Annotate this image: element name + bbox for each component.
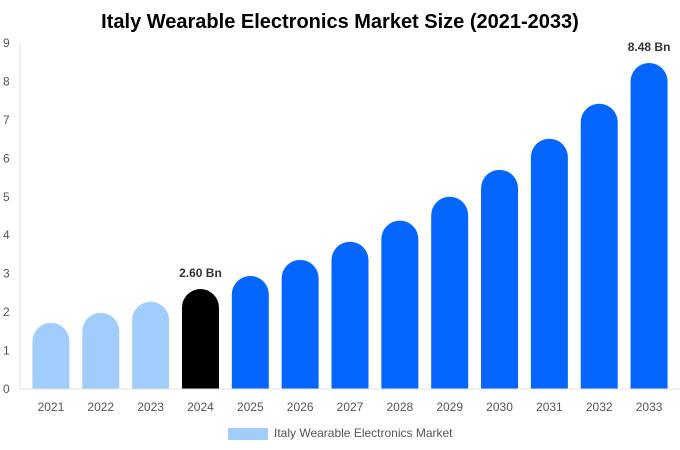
legend-swatch xyxy=(228,428,268,440)
x-tick-label: 2029 xyxy=(436,400,463,414)
bar-2021[interactable] xyxy=(32,322,70,389)
y-tick-label: 3 xyxy=(3,267,10,281)
y-tick-label: 6 xyxy=(3,151,10,165)
bars: 2.60 Bn 8.48 Bn xyxy=(32,40,671,390)
x-tick-label: 2023 xyxy=(137,400,164,414)
data-label: 8.48 Bn xyxy=(628,40,671,54)
y-tick-label: 1 xyxy=(3,344,10,358)
y-tick-label: 9 xyxy=(3,36,10,50)
y-tick-label: 4 xyxy=(3,228,10,242)
x-tick-label: 2022 xyxy=(87,400,114,414)
bar-2029[interactable] xyxy=(431,196,469,389)
bar-2025[interactable] xyxy=(231,275,269,389)
legend-label: Italy Wearable Electronics Market xyxy=(274,426,453,440)
bar-2033[interactable] xyxy=(630,62,668,389)
y-tick-label: 5 xyxy=(3,190,10,204)
bar-2026[interactable] xyxy=(281,259,319,389)
x-tick-label: 2027 xyxy=(337,400,364,414)
x-tick-label: 2021 xyxy=(38,400,65,414)
bar-2028[interactable] xyxy=(381,220,419,389)
y-tick-label: 2 xyxy=(3,305,10,319)
bar-2031[interactable] xyxy=(530,138,568,389)
bar-2032[interactable] xyxy=(580,103,618,390)
x-tick-label: 2032 xyxy=(586,400,613,414)
x-tick-label: 2033 xyxy=(636,400,663,414)
x-tick-label: 2030 xyxy=(486,400,513,414)
chart-title: Italy Wearable Electronics Market Size (… xyxy=(101,11,579,33)
x-axis: 2021 2022 2023 2024 2025 2026 2027 2028 2029 2030… xyxy=(20,388,680,414)
x-tick-label: 2031 xyxy=(536,400,563,414)
data-label: 2.60 Bn xyxy=(179,266,222,280)
bar-2027[interactable] xyxy=(331,241,369,389)
bar-2024[interactable] xyxy=(181,289,219,389)
bar-2030[interactable] xyxy=(481,169,519,389)
x-tick-label: 2026 xyxy=(287,400,314,414)
x-tick-label: 2024 xyxy=(187,400,214,414)
y-tick-label: 7 xyxy=(3,113,10,127)
x-tick-label: 2028 xyxy=(386,400,413,414)
legend[interactable]: Italy Wearable Electronics Market xyxy=(228,426,453,440)
bar-2022[interactable] xyxy=(82,312,120,389)
y-axis: 0 1 2 3 4 5 6 7 8 9 xyxy=(3,36,21,396)
x-tick-label: 2025 xyxy=(237,400,264,414)
bar-2023[interactable] xyxy=(132,301,170,389)
y-tick-label: 8 xyxy=(3,74,10,88)
y-tick-label: 0 xyxy=(3,382,10,396)
